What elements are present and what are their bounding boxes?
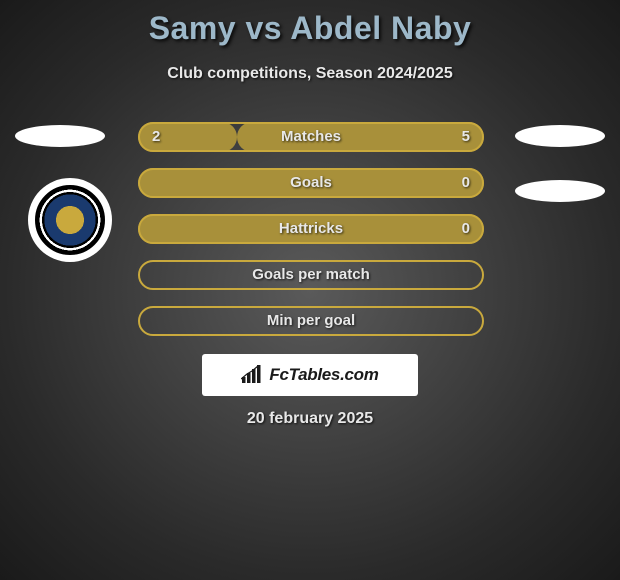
- stat-row: Min per goal: [138, 306, 484, 336]
- bar-chart-icon: [241, 365, 263, 385]
- bar-label: Goals per match: [138, 260, 484, 290]
- bar-value-right: 0: [462, 214, 470, 244]
- stat-row: Hattricks0: [138, 214, 484, 244]
- bar-value-left: 2: [152, 122, 160, 152]
- stat-row: Goals0: [138, 168, 484, 198]
- player-right-placeholder-top: [515, 125, 605, 147]
- stats-bars: Matches25Goals0Hattricks0Goals per match…: [138, 122, 484, 352]
- brand-box[interactable]: FcTables.com: [202, 354, 418, 396]
- subtitle: Club competitions, Season 2024/2025: [0, 65, 620, 83]
- bar-value-right: 5: [462, 122, 470, 152]
- player-right-placeholder-bottom: [515, 180, 605, 202]
- brand-text: FcTables.com: [269, 365, 378, 385]
- bar-value-right: 0: [462, 168, 470, 198]
- bar-label: Hattricks: [138, 214, 484, 244]
- page-title: Samy vs Abdel Naby: [0, 0, 620, 47]
- team-badge-emblem: [35, 185, 105, 255]
- player-left-placeholder-top: [15, 125, 105, 147]
- bar-label: Goals: [138, 168, 484, 198]
- bar-label: Matches: [138, 122, 484, 152]
- stat-row: Matches2 5: [138, 122, 484, 152]
- bar-label: Min per goal: [138, 306, 484, 336]
- team-badge-left: [28, 178, 112, 262]
- date-label: 20 february 2025: [0, 410, 620, 428]
- comparison-infographic: Samy vs Abdel Naby Club competitions, Se…: [0, 0, 620, 580]
- stat-row: Goals per match: [138, 260, 484, 290]
